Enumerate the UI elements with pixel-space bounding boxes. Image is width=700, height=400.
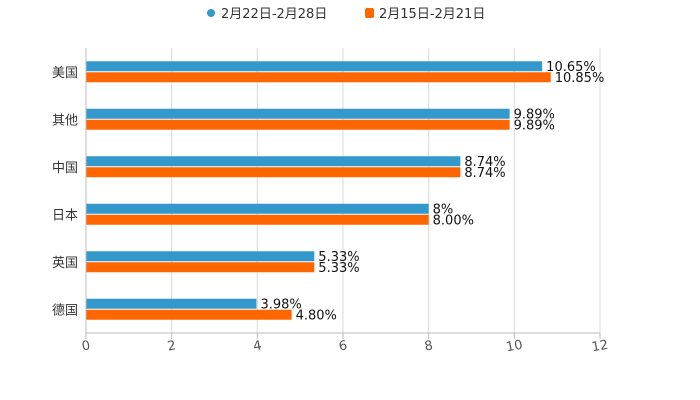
category-label-1: 其他 [52,113,78,128]
value-label-series-2-2: 8.74% [464,166,505,181]
category-label-3: 日本 [52,208,78,223]
value-label-series-2-3: 8.00% [433,213,474,228]
bar-series-1-3[interactable] [86,203,429,214]
legend-marker-series-2 [365,8,374,18]
x-tick-label-10: 10 [505,338,524,356]
legend-item-series-1[interactable]: 2月22日-2月28日 [207,7,327,22]
value-label-series-1-1: 9.89% [514,107,555,122]
category-label-2: 中国 [52,161,78,176]
x-tick-label-8: 8 [423,338,434,354]
value-label-series-1-0: 10.65% [546,60,596,75]
value-label-series-1-4: 5.33% [318,250,359,265]
x-tick-label-0: 0 [81,338,92,354]
value-label-series-2-5: 4.80% [296,308,337,323]
grid [85,48,601,333]
bar-series-2-1[interactable] [86,119,510,130]
value-label-series-1-3: 8% [433,202,454,217]
bar-series-2-4[interactable] [86,262,315,273]
bar-series-1-0[interactable] [86,61,543,72]
bar-series-1-2[interactable] [86,156,461,167]
bar-series-1-4[interactable] [86,251,315,262]
x-tick-label-2: 2 [166,338,177,354]
bar-series-1-5[interactable] [86,298,257,309]
category-label-4: 英国 [52,256,78,271]
bar-series-2-0[interactable] [86,72,551,83]
x-tick-label-6: 6 [338,338,349,354]
bars: 10.65%10.85% 9.89%9.89% 8.74%8.74% 8%8.00% 5… [86,60,605,323]
bar-series-2-5[interactable] [86,309,292,320]
value-label-series-1-5: 3.98% [260,297,301,312]
category-label-0: 美国 [52,66,78,81]
legend-label-series-1: 2月22日-2月28日 [221,7,327,22]
legend: 2月22日-2月28日 2月15日-2月21日 [207,7,485,22]
bar-series-2-3[interactable] [86,214,429,225]
value-label-series-2-0: 10.85% [555,71,605,86]
x-tick-label-12: 12 [591,338,610,356]
category-label-5: 德国 [52,303,78,318]
bar-series-2-2[interactable] [86,167,461,178]
legend-item-series-2[interactable]: 2月15日-2月21日 [365,7,485,22]
legend-label-series-2: 2月15日-2月21日 [379,7,485,22]
legend-marker-series-1 [207,9,215,17]
x-tick-label-4: 4 [252,338,263,354]
value-label-series-2-1: 9.89% [514,118,555,133]
value-label-series-2-4: 5.33% [318,261,359,276]
value-label-series-1-2: 8.74% [464,155,505,170]
bar-series-1-1[interactable] [86,108,510,119]
